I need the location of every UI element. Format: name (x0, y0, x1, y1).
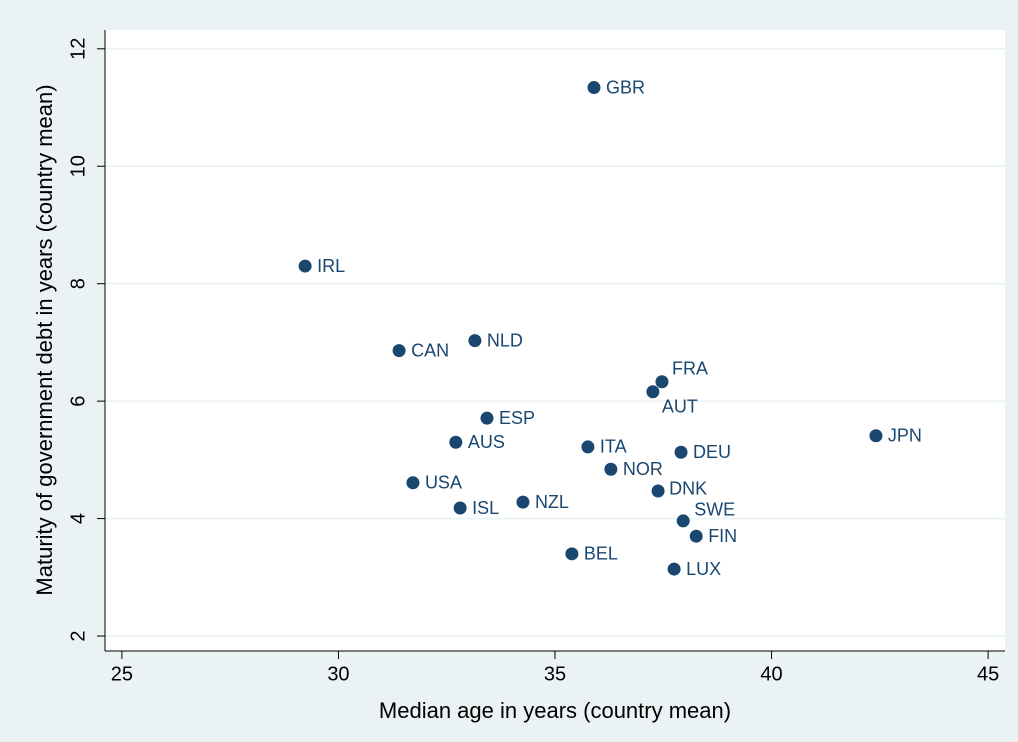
point (651, 484, 665, 498)
x-tick-label: 30 (327, 663, 349, 685)
x-tick-label: 25 (111, 663, 133, 685)
point-label: ISL (472, 498, 499, 518)
point-label: DEU (693, 442, 731, 462)
point (655, 375, 669, 389)
y-tick-label: 10 (67, 155, 89, 177)
y-tick-label: 8 (67, 278, 89, 289)
point-label: DNK (669, 479, 707, 499)
point (667, 562, 681, 576)
point (587, 81, 601, 95)
point (468, 334, 482, 348)
point (516, 495, 530, 509)
point-label: USA (425, 473, 462, 493)
point-label: FRA (672, 359, 708, 379)
point-label: ESP (499, 408, 535, 428)
point-label: LUX (686, 559, 721, 579)
point-label: ITA (600, 437, 627, 457)
point (449, 435, 463, 449)
point-label: IRL (317, 256, 345, 276)
point (604, 462, 618, 476)
point-label: FIN (708, 526, 737, 546)
point (392, 344, 406, 358)
point-label: AUT (662, 396, 698, 416)
point-label: GBR (606, 77, 645, 97)
point (676, 514, 690, 528)
x-axis-title: Median age in years (country mean) (379, 698, 731, 723)
x-tick-label: 45 (977, 663, 999, 685)
x-tick-label: 40 (760, 663, 782, 685)
point (581, 440, 595, 454)
y-tick-label: 6 (67, 396, 89, 407)
point (480, 411, 494, 425)
point (674, 445, 688, 459)
point-label: NOR (623, 459, 663, 479)
y-axis-title: Maturity of government debt in years (co… (32, 84, 57, 595)
point-label: NLD (487, 330, 523, 350)
point-label: CAN (411, 340, 449, 360)
point (869, 429, 883, 443)
point-label: BEL (584, 544, 618, 564)
y-tick-label: 2 (67, 630, 89, 641)
point-label: AUS (468, 432, 505, 452)
point (646, 385, 660, 399)
point-label: JPN (888, 426, 922, 446)
point (453, 501, 467, 515)
y-tick-label: 12 (67, 38, 89, 60)
x-tick-label: 35 (544, 663, 566, 685)
y-tick-label: 4 (67, 513, 89, 524)
point (565, 547, 579, 561)
point (689, 529, 703, 543)
point (298, 259, 312, 273)
point-label: NZL (535, 492, 569, 512)
point (406, 476, 420, 490)
plot-area (105, 30, 1005, 651)
point-label: SWE (694, 500, 735, 520)
